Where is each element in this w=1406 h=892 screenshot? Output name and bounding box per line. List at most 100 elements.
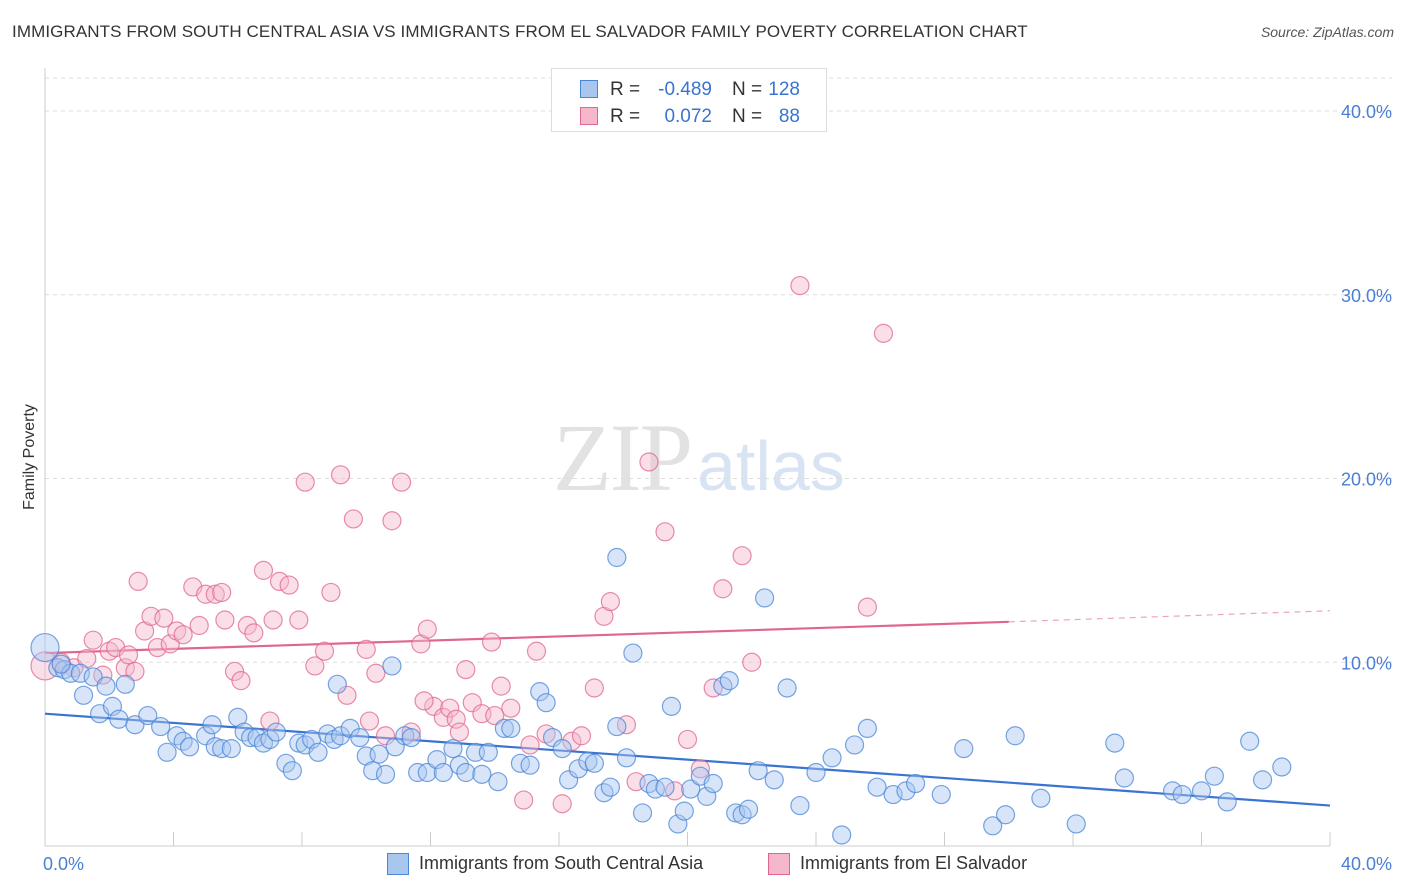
data-point [167, 621, 187, 641]
data-point [363, 761, 383, 781]
data-point [584, 753, 604, 773]
data-point [449, 722, 470, 742]
data-point [330, 726, 351, 746]
data-point [742, 652, 762, 672]
data-point [276, 753, 296, 773]
chart-title: IMMIGRANTS FROM SOUTH CENTRAL ASIA VS IM… [12, 22, 1028, 41]
data-point [1204, 766, 1224, 786]
series-el-salvador [30, 275, 894, 814]
data-point [562, 731, 582, 751]
data-point [1240, 731, 1260, 751]
data-point [147, 637, 168, 658]
data-point [645, 779, 665, 799]
legend-swatch-pink [768, 853, 790, 875]
data-point [253, 733, 274, 753]
data-point [790, 795, 810, 816]
data-point [157, 742, 177, 762]
data-point [73, 685, 94, 705]
data-point [1217, 792, 1237, 812]
data-point [401, 727, 421, 748]
data-point [30, 651, 60, 681]
data-point [109, 709, 129, 729]
series-south-central-asia [30, 547, 1292, 845]
data-point [449, 755, 470, 775]
data-point [873, 323, 894, 343]
data-point [314, 641, 335, 661]
data-point [327, 674, 347, 694]
data-point [244, 623, 264, 643]
data-point [417, 762, 437, 783]
data-point [571, 726, 592, 746]
data-point [600, 592, 621, 612]
data-point [501, 698, 521, 718]
data-point [552, 794, 572, 814]
data-point [462, 693, 482, 713]
data-point [719, 671, 739, 691]
source-credit: Source: ZipAtlas.com [1260, 24, 1394, 40]
data-point [205, 737, 225, 757]
data-point [526, 641, 547, 661]
data-point [205, 584, 225, 604]
data-point [196, 726, 216, 746]
data-point [485, 705, 505, 726]
data-point [375, 726, 396, 746]
data-point [690, 759, 710, 779]
data-point [269, 571, 290, 592]
data-point [481, 632, 502, 652]
pink-swatch [580, 107, 598, 125]
r-value: 0.072 [664, 106, 712, 127]
r-label: R = [610, 79, 641, 100]
data-point [844, 735, 865, 755]
data-point [30, 632, 60, 663]
x-tick-label: 40.0% [1341, 854, 1392, 874]
data-point [343, 509, 363, 529]
data-point [806, 762, 826, 783]
data-point [607, 547, 627, 568]
stats-row-pink: R = 0.072 N = 88 [552, 102, 826, 128]
data-point [433, 762, 453, 783]
data-point [237, 615, 257, 636]
legend-item-south-central-asia[interactable]: Immigrants from South Central Asia [387, 851, 747, 877]
data-point [359, 711, 380, 731]
data-point [732, 546, 752, 566]
axis-labels: 10.0% 20.0% 30.0% 40.0% 0.0% 40.0% Family Pove… [21, 102, 1392, 874]
data-point [51, 654, 71, 674]
data-point [70, 663, 90, 683]
data-point [790, 275, 810, 296]
data-point [655, 777, 675, 797]
n-value: 128 [768, 79, 800, 100]
data-point [253, 560, 274, 580]
data-point [472, 764, 492, 784]
data-point [266, 722, 286, 742]
data-point [1272, 757, 1292, 777]
data-point [324, 729, 344, 750]
data-point [151, 716, 171, 737]
data-point [777, 678, 797, 698]
data-point [983, 816, 1003, 836]
legend-item-el-salvador[interactable]: Immigrants from El Salvador [768, 851, 1068, 877]
data-point [263, 610, 283, 630]
data-point [456, 762, 476, 783]
data-point [138, 705, 158, 726]
data-point [488, 772, 508, 792]
data-point [125, 661, 145, 682]
data-point [857, 597, 878, 617]
data-point [1031, 788, 1051, 808]
r-value: -0.489 [658, 79, 712, 100]
stats-box: R = -0.489 N = 128 R = 0.072 N = 88 [551, 68, 827, 132]
data-point [308, 742, 328, 762]
data-point [54, 660, 74, 680]
data-point [661, 696, 682, 716]
data-point [305, 656, 325, 676]
data-point [665, 781, 685, 801]
data-point [748, 761, 768, 781]
data-point [905, 773, 926, 794]
data-point [350, 727, 370, 748]
data-point [118, 645, 139, 665]
data-point [221, 739, 241, 759]
data-point [321, 582, 341, 603]
data-point [366, 663, 386, 683]
data-point [1191, 781, 1212, 801]
data-point [639, 452, 659, 472]
data-point [623, 643, 643, 663]
